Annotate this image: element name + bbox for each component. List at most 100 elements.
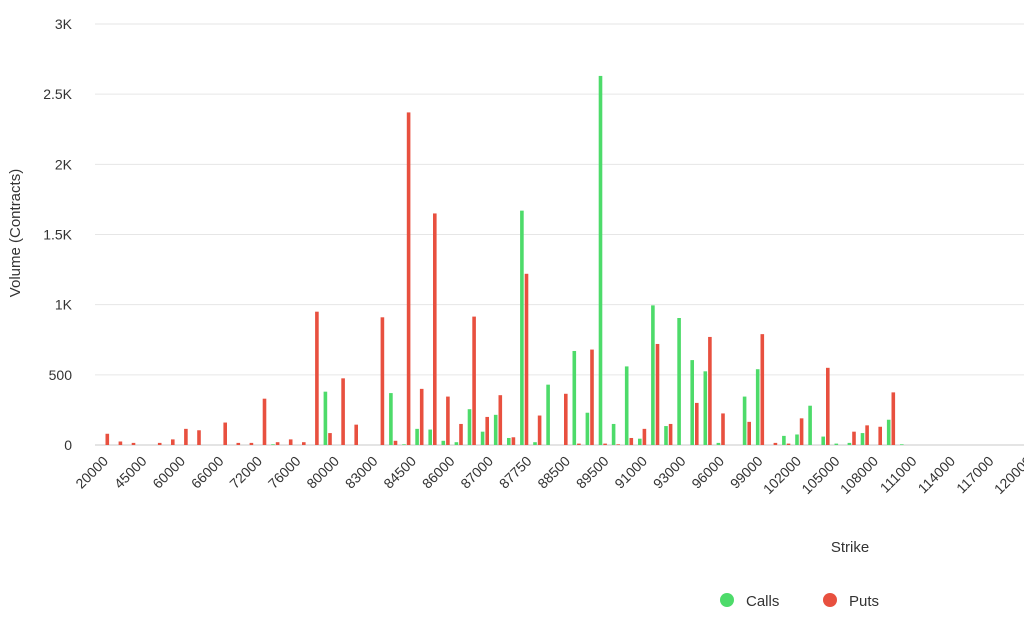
bar-puts-105000[interactable]: [760, 334, 765, 445]
bar-calls-111000[interactable]: [821, 436, 825, 445]
bar-puts-62000[interactable]: [184, 428, 188, 445]
bar-puts-108000[interactable]: [799, 418, 804, 445]
bar-calls-115000[interactable]: [860, 433, 865, 445]
bar-puts-115000[interactable]: [865, 425, 869, 445]
bar-puts-55000[interactable]: [157, 442, 162, 445]
bar-calls-107000[interactable]: [782, 435, 786, 445]
bar-calls-86500[interactable]: [441, 440, 446, 445]
bar-calls-108000[interactable]: [795, 434, 799, 445]
bar-calls-87500[interactable]: [480, 431, 485, 445]
bar-puts-100000[interactable]: [721, 413, 725, 445]
bar-calls-84500[interactable]: [389, 393, 393, 445]
bar-puts-72000[interactable]: [236, 442, 241, 445]
bar-calls-110000[interactable]: [808, 405, 812, 445]
y-tick-label: 1K: [55, 297, 73, 313]
bar-calls-114000[interactable]: [847, 442, 852, 445]
bar-calls-104000[interactable]: [742, 396, 747, 445]
bar-calls-95000[interactable]: [651, 305, 655, 445]
bar-calls-76000[interactable]: [271, 444, 275, 445]
y-tick-label: 0: [64, 437, 72, 453]
bar-calls-88500[interactable]: [533, 442, 537, 445]
legend-item-puts[interactable]: Puts: [823, 593, 879, 610]
bar-calls-87750[interactable]: [493, 414, 498, 445]
bar-puts-87000[interactable]: [459, 423, 463, 445]
bar-puts-40000[interactable]: [118, 441, 123, 445]
bar-puts-117000[interactable]: [878, 426, 882, 445]
bar-puts-84500[interactable]: [393, 440, 398, 445]
bar-puts-94000[interactable]: [642, 428, 647, 445]
bar-puts-99000[interactable]: [708, 336, 712, 445]
bar-puts-20000[interactable]: [105, 433, 110, 445]
bar-puts-85500[interactable]: [419, 388, 424, 445]
bar-calls-87000[interactable]: [454, 442, 459, 445]
bar-puts-87250[interactable]: [472, 316, 476, 445]
bar-puts-89500[interactable]: [564, 393, 568, 445]
bar-puts-88250[interactable]: [524, 273, 529, 445]
x-tick-label: 60000: [149, 453, 188, 492]
y-tick-label: 2.5K: [43, 86, 72, 102]
bar-puts-86000[interactable]: [433, 213, 437, 445]
bar-puts-88500[interactable]: [537, 415, 542, 445]
x-tick-label: 20000: [72, 453, 111, 492]
bar-puts-111000[interactable]: [826, 367, 830, 445]
bar-puts-77000[interactable]: [288, 439, 293, 445]
bar-calls-88000[interactable]: [507, 437, 511, 445]
bar-puts-66000[interactable]: [197, 430, 201, 445]
bar-puts-70000[interactable]: [223, 422, 227, 445]
bar-puts-91000[interactable]: [603, 443, 607, 445]
bar-puts-80000[interactable]: [328, 433, 332, 445]
bar-puts-92000[interactable]: [616, 444, 620, 445]
bar-puts-87500[interactable]: [485, 416, 489, 445]
bar-puts-84000[interactable]: [380, 317, 385, 445]
bar-puts-86500[interactable]: [446, 396, 450, 445]
legend-item-calls[interactable]: Calls: [720, 593, 779, 610]
bar-puts-79000[interactable]: [315, 311, 319, 445]
bar-puts-90000[interactable]: [577, 443, 581, 445]
bar-calls-94000[interactable]: [638, 438, 642, 445]
bar-puts-98000[interactable]: [695, 402, 699, 445]
bar-calls-93000[interactable]: [624, 366, 629, 445]
bar-puts-78000[interactable]: [302, 442, 306, 445]
bar-calls-88250[interactable]: [520, 210, 524, 445]
bar-puts-82000[interactable]: [354, 424, 358, 445]
bar-puts-74000[interactable]: [249, 442, 254, 445]
bar-calls-90500[interactable]: [585, 412, 590, 445]
bar-puts-85000[interactable]: [406, 112, 411, 445]
bar-puts-60000[interactable]: [171, 439, 175, 445]
bar-calls-98000[interactable]: [690, 360, 694, 445]
bar-puts-88000[interactable]: [511, 437, 516, 445]
bar-puts-104000[interactable]: [747, 421, 751, 445]
bar-calls-85000[interactable]: [402, 444, 406, 445]
bar-calls-92000[interactable]: [611, 423, 616, 445]
bar-puts-95000[interactable]: [655, 343, 660, 445]
bar-calls-120000[interactable]: [900, 444, 904, 445]
bar-puts-75000[interactable]: [262, 398, 267, 445]
bar-calls-86000[interactable]: [428, 429, 432, 445]
x-tick-label: 105000: [798, 453, 842, 497]
bar-puts-114000[interactable]: [852, 431, 856, 445]
bar-puts-45000[interactable]: [131, 442, 136, 445]
bar-puts-107000[interactable]: [786, 443, 791, 445]
bar-puts-96000[interactable]: [668, 423, 673, 445]
bar-puts-90500[interactable]: [590, 349, 594, 445]
bar-calls-87250[interactable]: [467, 409, 472, 445]
bar-calls-97000[interactable]: [677, 318, 681, 445]
bar-puts-76000[interactable]: [275, 442, 280, 445]
bar-calls-118000[interactable]: [886, 419, 891, 445]
bar-calls-105000[interactable]: [755, 369, 760, 445]
bar-calls-90000[interactable]: [572, 350, 577, 445]
bar-puts-118000[interactable]: [891, 392, 896, 446]
bar-calls-89000[interactable]: [546, 384, 550, 445]
bar-calls-80000[interactable]: [323, 391, 328, 445]
bar-calls-112000[interactable]: [834, 443, 839, 445]
bar-puts-93000[interactable]: [629, 437, 634, 445]
bar-calls-85500[interactable]: [415, 428, 419, 445]
bar-calls-96000[interactable]: [664, 426, 668, 445]
bar-puts-81000[interactable]: [341, 378, 345, 445]
bar-calls-91000[interactable]: [598, 75, 603, 446]
bar-calls-99000[interactable]: [703, 371, 708, 445]
bar-puts-87750[interactable]: [498, 395, 503, 445]
bar-puts-106000[interactable]: [773, 442, 778, 445]
bar-calls-100000[interactable]: [716, 442, 721, 445]
x-tick-label: 88500: [534, 453, 573, 492]
